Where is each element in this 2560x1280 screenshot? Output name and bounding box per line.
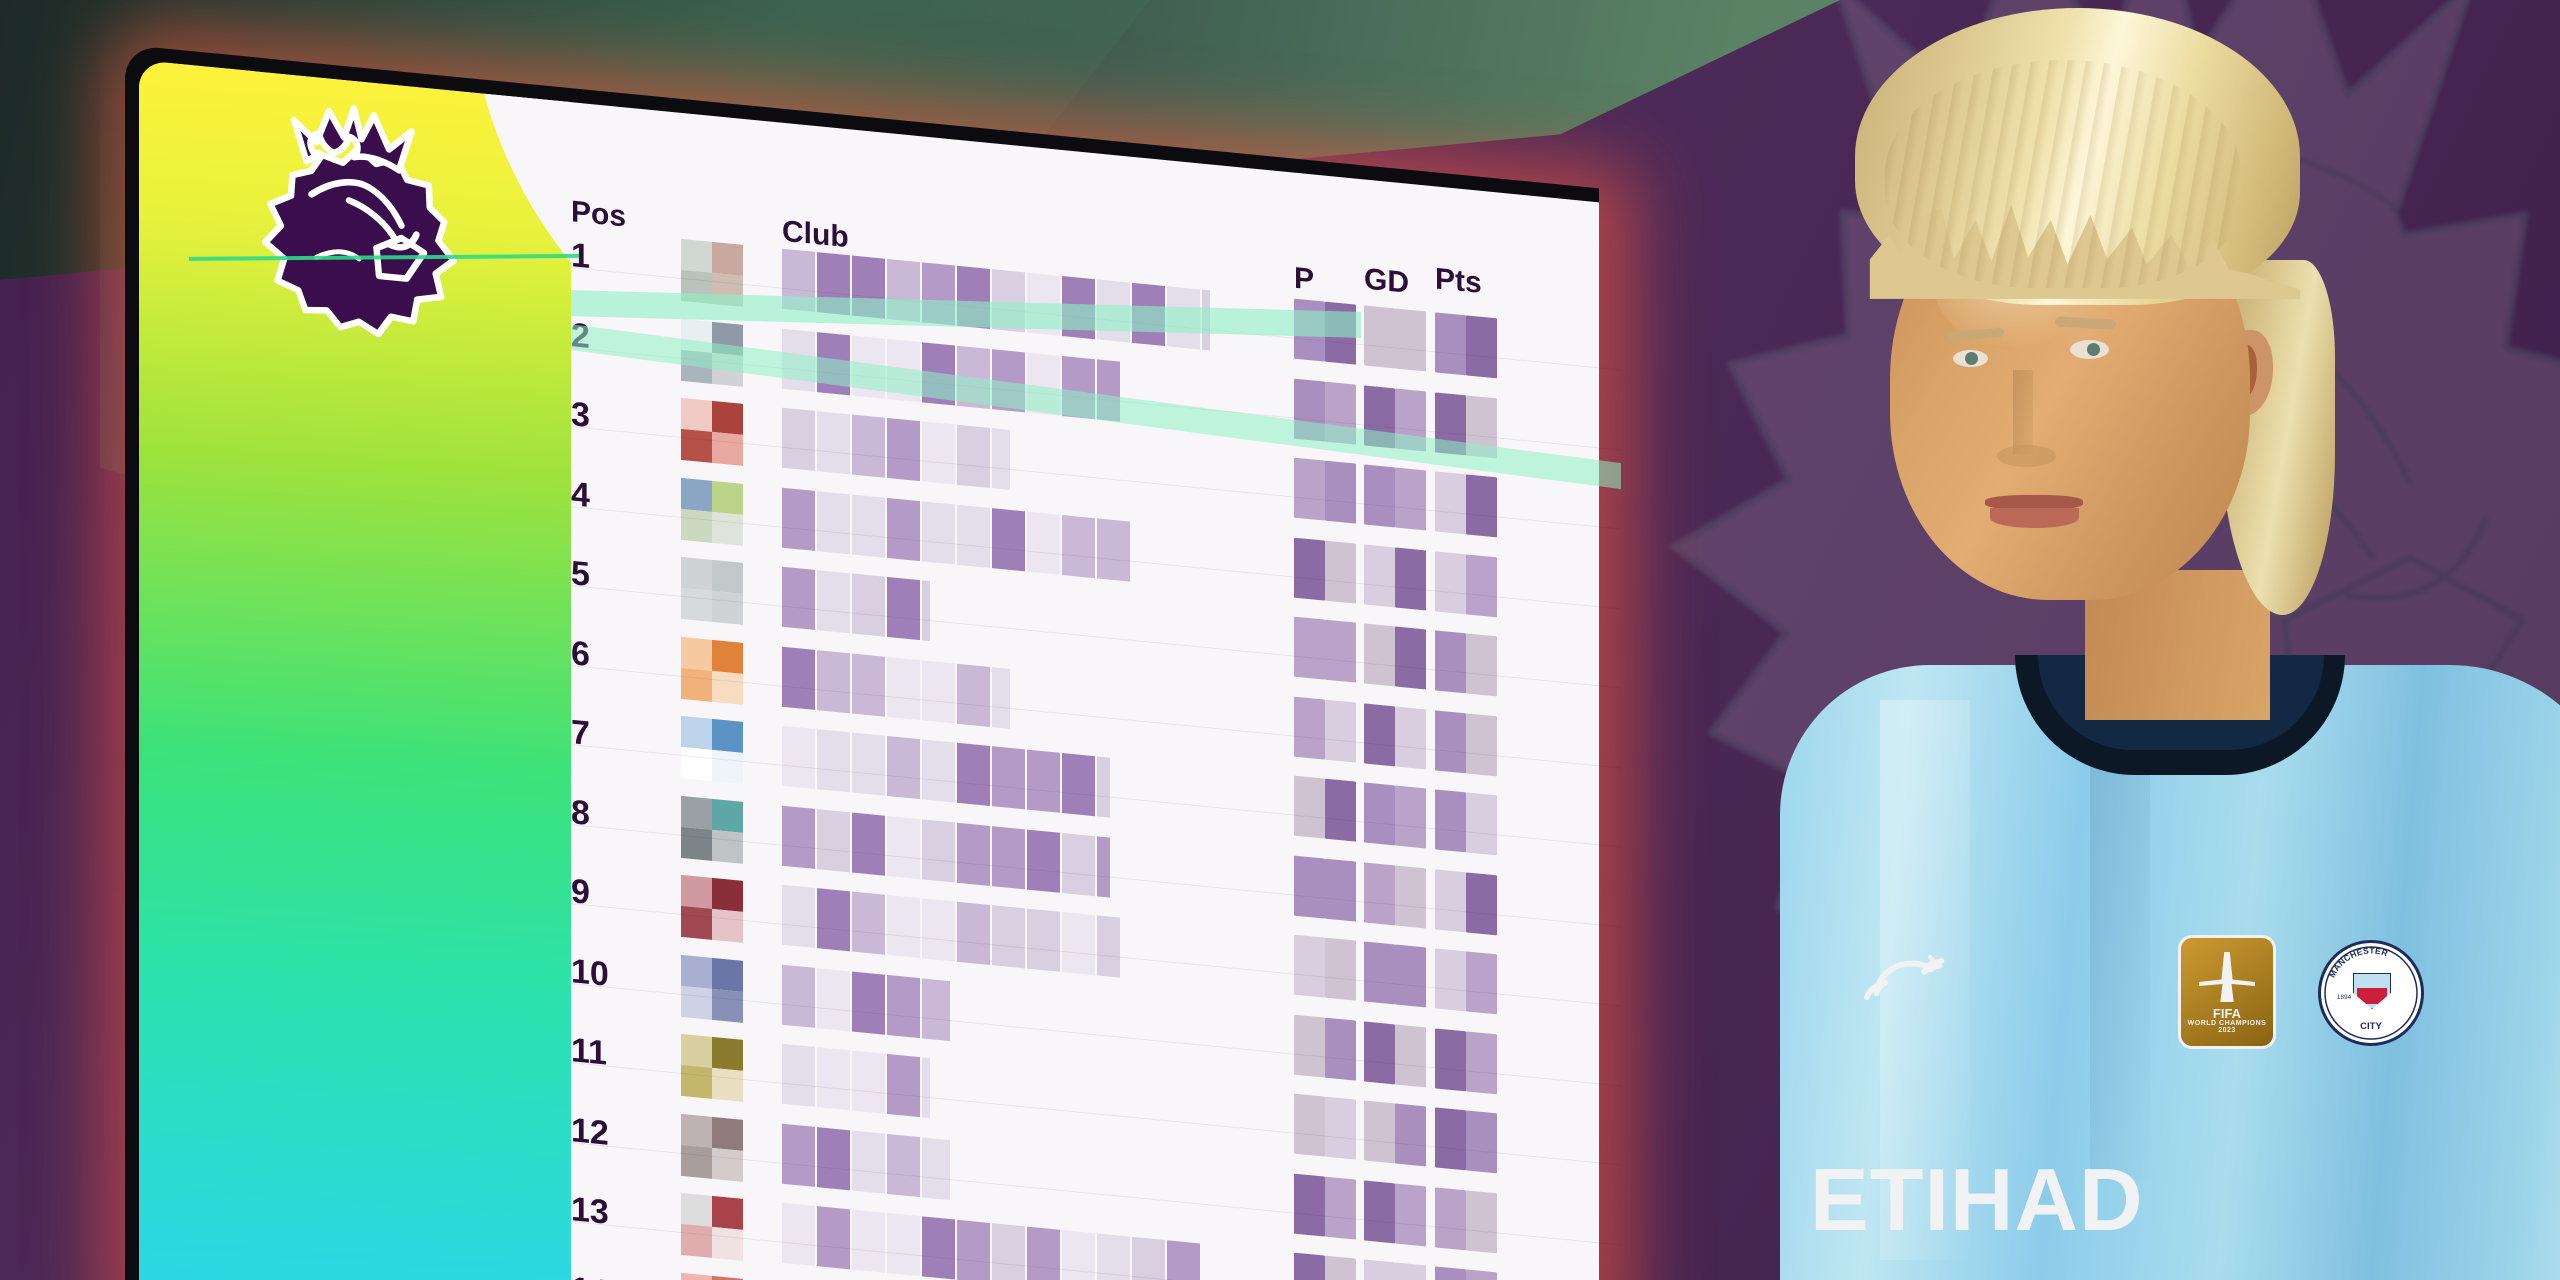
- svg-text:ETIHAD: ETIHAD: [1810, 1150, 2144, 1249]
- svg-text:1894: 1894: [2337, 994, 2352, 1001]
- svg-text:CITY: CITY: [2360, 1021, 2382, 1032]
